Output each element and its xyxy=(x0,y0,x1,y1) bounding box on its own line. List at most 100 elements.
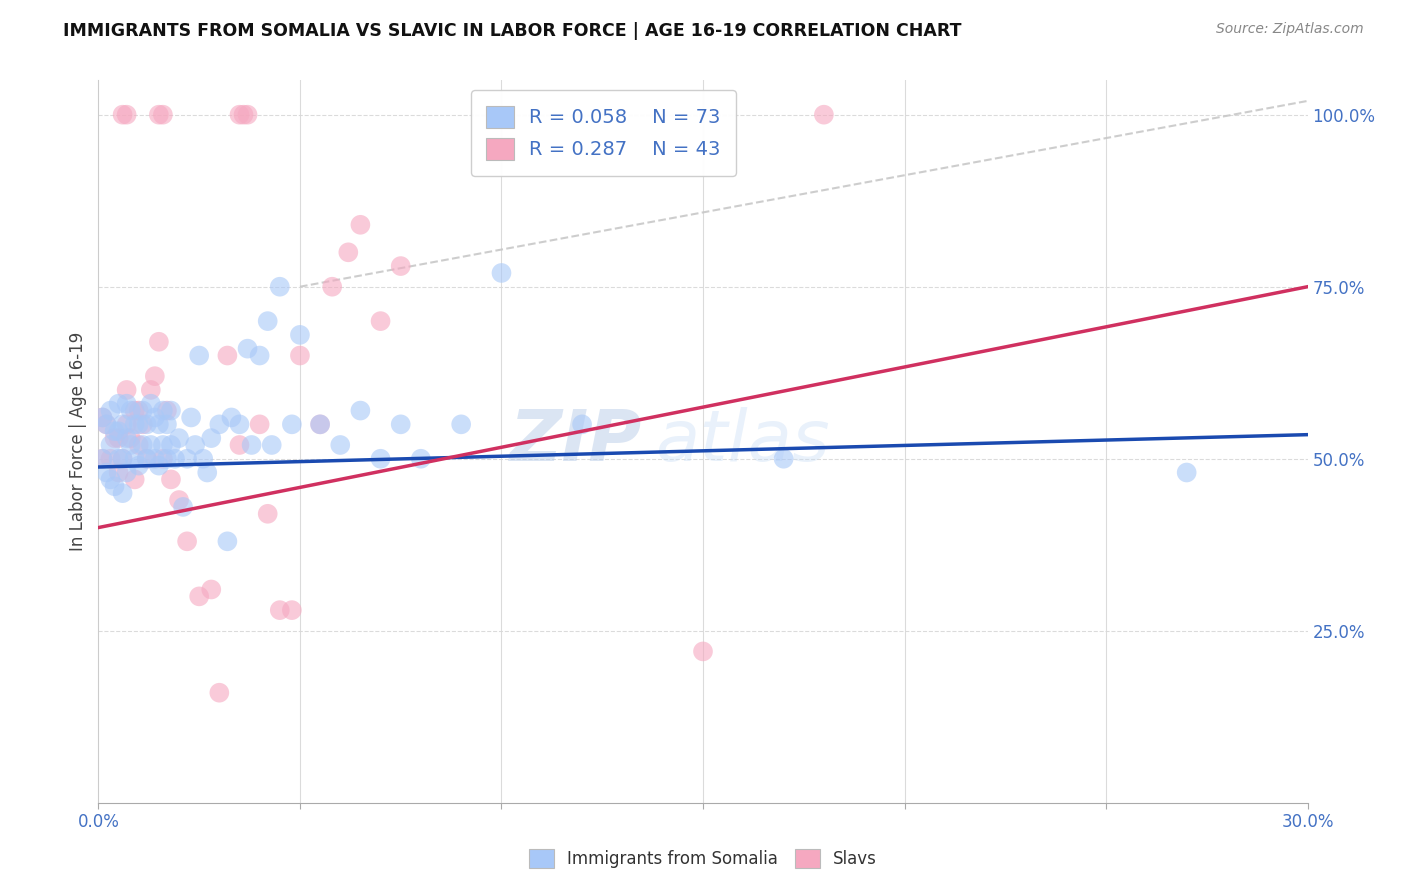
Point xyxy=(256,507,278,521)
Point xyxy=(260,438,283,452)
Point xyxy=(193,451,215,466)
Point xyxy=(240,438,263,452)
Point xyxy=(107,424,129,438)
Point xyxy=(389,259,412,273)
Point xyxy=(148,458,170,473)
Point xyxy=(139,397,162,411)
Point xyxy=(103,424,125,438)
Point xyxy=(91,410,114,425)
Point xyxy=(115,431,138,445)
Point xyxy=(281,417,304,432)
Point xyxy=(176,451,198,466)
Point xyxy=(208,417,231,432)
Y-axis label: In Labor Force | Age 16-19: In Labor Force | Age 16-19 xyxy=(69,332,87,551)
Point xyxy=(200,582,222,597)
Point xyxy=(249,349,271,363)
Point xyxy=(184,438,207,452)
Text: ZIP: ZIP xyxy=(510,407,643,476)
Point xyxy=(370,451,392,466)
Point xyxy=(188,590,211,604)
Point xyxy=(228,108,250,122)
Point xyxy=(450,417,472,432)
Point xyxy=(160,472,183,486)
Point xyxy=(232,108,254,122)
Point xyxy=(139,438,162,452)
Point xyxy=(228,438,250,452)
Point xyxy=(152,451,174,466)
Point xyxy=(111,451,134,466)
Point xyxy=(132,403,155,417)
Point xyxy=(692,644,714,658)
Point xyxy=(281,603,304,617)
Point xyxy=(228,417,250,432)
Point xyxy=(128,458,150,473)
Point xyxy=(321,279,343,293)
Point xyxy=(120,431,142,445)
Point xyxy=(217,349,239,363)
Point xyxy=(107,431,129,445)
Point xyxy=(249,417,271,432)
Point xyxy=(107,466,129,480)
Point xyxy=(115,108,138,122)
Point xyxy=(148,108,170,122)
Point xyxy=(111,486,134,500)
Point xyxy=(96,417,118,432)
Point xyxy=(115,383,138,397)
Point xyxy=(156,417,179,432)
Point xyxy=(128,403,150,417)
Point xyxy=(167,431,190,445)
Point xyxy=(103,479,125,493)
Point xyxy=(100,403,122,417)
Point xyxy=(124,417,146,432)
Point xyxy=(188,349,211,363)
Point xyxy=(221,410,243,425)
Point xyxy=(115,466,138,480)
Point xyxy=(96,466,118,480)
Point xyxy=(148,417,170,432)
Point xyxy=(163,451,186,466)
Point xyxy=(128,438,150,452)
Text: IMMIGRANTS FROM SOMALIA VS SLAVIC IN LABOR FORCE | AGE 16-19 CORRELATION CHART: IMMIGRANTS FROM SOMALIA VS SLAVIC IN LAB… xyxy=(63,22,962,40)
Point xyxy=(813,108,835,122)
Point xyxy=(152,438,174,452)
Text: atlas: atlas xyxy=(655,407,830,476)
Point xyxy=(120,403,142,417)
Point xyxy=(107,451,129,466)
Point xyxy=(349,403,371,417)
Point xyxy=(156,403,179,417)
Point xyxy=(124,472,146,486)
Point xyxy=(143,451,166,466)
Point xyxy=(1175,466,1198,480)
Point xyxy=(91,451,114,466)
Legend: R = 0.058    N = 73, R = 0.287    N = 43: R = 0.058 N = 73, R = 0.287 N = 43 xyxy=(471,90,737,176)
Point xyxy=(160,403,183,417)
Point xyxy=(236,342,259,356)
Point xyxy=(135,451,157,466)
Point xyxy=(152,403,174,417)
Point xyxy=(135,417,157,432)
Point xyxy=(143,369,166,384)
Point xyxy=(269,279,291,293)
Point xyxy=(409,451,432,466)
Point xyxy=(152,108,174,122)
Point xyxy=(208,686,231,700)
Point xyxy=(120,438,142,452)
Point xyxy=(309,417,332,432)
Point xyxy=(100,451,122,466)
Point xyxy=(91,410,114,425)
Point xyxy=(167,493,190,508)
Point xyxy=(100,438,122,452)
Point xyxy=(103,431,125,445)
Point xyxy=(571,417,593,432)
Point xyxy=(107,397,129,411)
Point xyxy=(124,451,146,466)
Point xyxy=(236,108,259,122)
Point xyxy=(156,451,179,466)
Point xyxy=(491,266,513,280)
Point xyxy=(111,417,134,432)
Legend: Immigrants from Somalia, Slavs: Immigrants from Somalia, Slavs xyxy=(522,842,884,875)
Point xyxy=(100,472,122,486)
Point xyxy=(135,451,157,466)
Point xyxy=(176,534,198,549)
Point xyxy=(195,466,218,480)
